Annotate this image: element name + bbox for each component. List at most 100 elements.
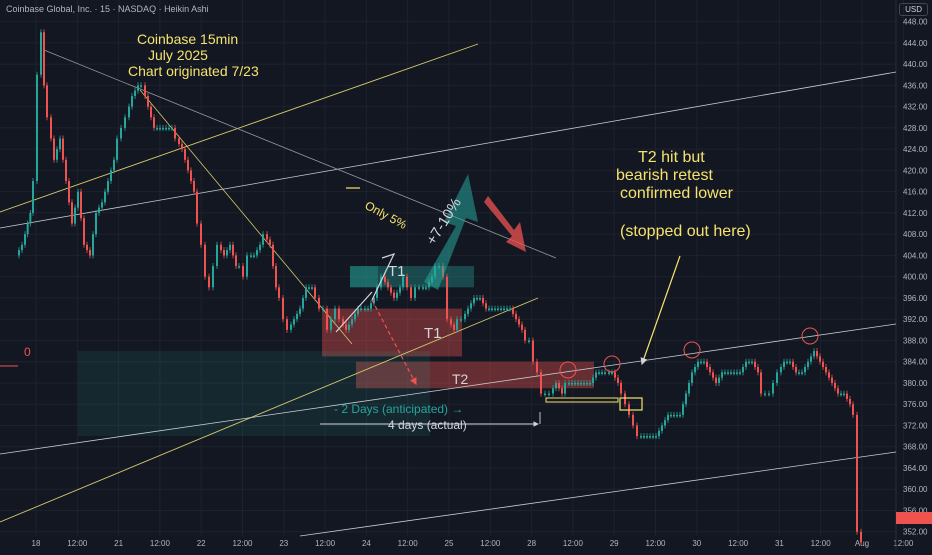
x-tick-label: 28 [527, 539, 536, 548]
x-tick-label: 12:00 [563, 539, 584, 548]
candle-body [364, 308, 366, 311]
candle-body [552, 388, 554, 394]
x-tick-label: 12:00 [315, 539, 336, 548]
y-tick-label: 356.00 [903, 506, 928, 515]
x-tick-label: 21 [114, 539, 123, 548]
candle-body [760, 372, 762, 394]
candle-body [181, 143, 183, 150]
candle-body [235, 255, 237, 267]
candle-body [425, 287, 427, 289]
candle-body [193, 181, 195, 192]
days-anticipated-label: - 2 Days (anticipated) → [334, 402, 463, 416]
candle-body [376, 287, 378, 298]
candle-body [604, 372, 606, 374]
x-tick-label: 12:00 [150, 539, 171, 548]
x-tick-label: 24 [362, 539, 371, 548]
y-tick-label: 432.00 [903, 103, 928, 112]
y-tick-label: 392.00 [903, 315, 928, 324]
candle-body [266, 234, 268, 240]
candle-body [190, 170, 192, 182]
candle-body [757, 367, 759, 373]
y-tick-label: 420.00 [903, 166, 928, 175]
currency-badge[interactable]: USD [899, 3, 928, 16]
candle-body [460, 319, 462, 321]
candle-body [253, 255, 255, 257]
candle-body [98, 207, 100, 213]
candle-body [846, 393, 848, 399]
candle-body [614, 372, 616, 378]
candle-body [83, 218, 85, 245]
candle-body [140, 85, 142, 87]
x-tick-label: 12:00 [480, 539, 501, 548]
candle-body [804, 367, 806, 373]
candle-body [342, 319, 344, 325]
candle-body [46, 85, 48, 118]
x-tick-label: 18 [32, 539, 41, 548]
candle-body [620, 382, 622, 394]
candle-body [396, 292, 398, 298]
zone-label-t1-stop: T1 [424, 325, 442, 342]
candle-body [624, 393, 626, 405]
candle-body [503, 308, 505, 311]
t2-note-line-3: confirmed lower [620, 185, 734, 202]
candle-body [667, 414, 669, 421]
candle-body [275, 266, 277, 288]
trendline-white-bottom [299, 451, 897, 537]
candle-body [131, 96, 133, 107]
days-actual-label: 4 days (actual) [388, 418, 467, 432]
candle-body [548, 393, 550, 396]
candle-body [754, 361, 756, 368]
x-tick-label: 12:00 [728, 539, 749, 548]
candle-body [302, 297, 304, 309]
candle-body [144, 85, 146, 97]
candle-body [819, 356, 821, 362]
y-tick-label: 412.00 [903, 209, 928, 218]
candle-body [852, 404, 854, 415]
candle-body [387, 282, 389, 288]
candle-body [134, 90, 136, 97]
candle-body [299, 308, 301, 314]
candle-body [470, 303, 472, 309]
candle-body [703, 361, 705, 364]
candle-body [491, 308, 493, 311]
candle-body [748, 361, 750, 364]
candle-body [574, 382, 576, 385]
candle-body [856, 414, 858, 532]
candle-body [467, 308, 469, 314]
candle-body [50, 117, 52, 139]
candle-body [110, 170, 112, 182]
candle-body [282, 297, 284, 320]
title-line-3: Chart originated 7/23 [128, 63, 259, 79]
candle-body [18, 250, 20, 256]
y-tick-label: 444.00 [903, 39, 928, 48]
candle-body [617, 377, 619, 383]
candle-body [286, 319, 288, 330]
candle-body [730, 372, 732, 374]
t2-note-line-2: bearish retest [616, 167, 713, 184]
candle-body [89, 250, 91, 256]
candle-body [262, 234, 264, 245]
candle-body [636, 425, 638, 437]
candle-body [351, 319, 353, 325]
candle-body [764, 393, 766, 396]
candle-body [611, 372, 613, 374]
candle-body [71, 202, 73, 224]
x-tick-label: 12:00 [645, 539, 666, 548]
candle-body [580, 382, 582, 385]
candle-body [561, 388, 563, 394]
candle-body [272, 244, 274, 267]
candle-body [232, 244, 234, 256]
candle-body [834, 382, 836, 389]
candle-body [390, 287, 392, 293]
candle-body [147, 96, 149, 107]
candle-body [801, 372, 803, 374]
candle-body [512, 308, 514, 314]
candle-body [165, 127, 167, 130]
candle-body [694, 367, 696, 373]
candle-body [250, 255, 252, 257]
candle-body [571, 382, 573, 385]
candle-body [661, 425, 663, 431]
candle-body [685, 393, 687, 405]
candle-body [187, 159, 189, 171]
candle-body [664, 420, 666, 426]
